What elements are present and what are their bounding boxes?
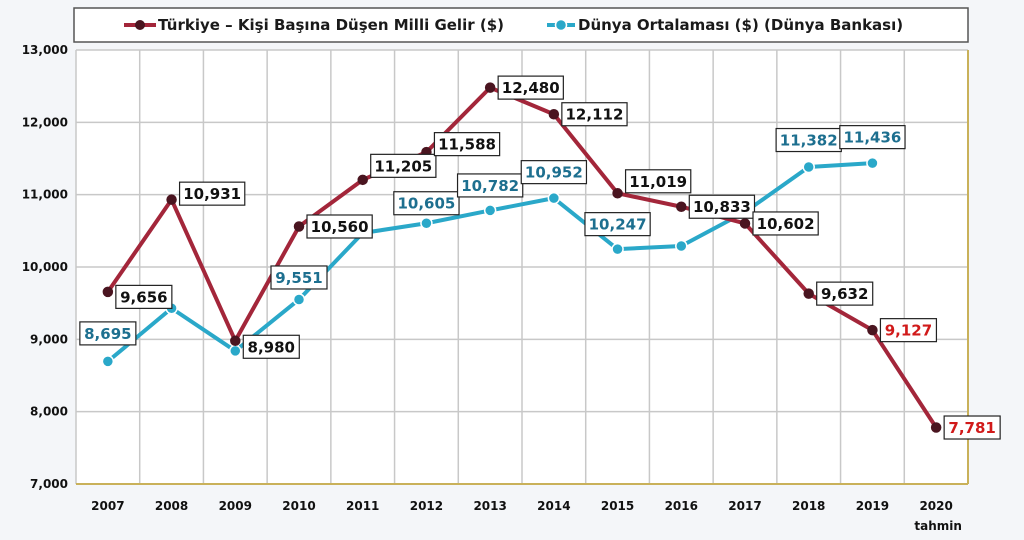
data-label-world: 10,247 bbox=[589, 216, 647, 234]
x-tick-label: 2011 bbox=[346, 499, 379, 513]
y-tick-label: 12,000 bbox=[22, 115, 68, 129]
x-tick-label: 2007 bbox=[91, 499, 124, 513]
x-tick-label: 2016 bbox=[665, 499, 698, 513]
data-label-box-world bbox=[393, 191, 460, 216]
series-line-turkey bbox=[105, 85, 939, 430]
data-label-turkey: 11,205 bbox=[374, 157, 432, 175]
data-label-turkey: 9,656 bbox=[120, 288, 167, 306]
data-label-turkey: 10,931 bbox=[183, 185, 241, 203]
data-label-box-world bbox=[520, 160, 588, 185]
data-label-turkey: 10,602 bbox=[757, 215, 815, 233]
y-tick-label: 9,000 bbox=[30, 332, 68, 346]
x-tick-label: 2008 bbox=[155, 499, 188, 513]
y-tick-label: 11,000 bbox=[22, 188, 68, 202]
legend-label-turkey: Türkiye – Kişi Başına Düşen Milli Gelir … bbox=[158, 16, 504, 34]
data-point-world bbox=[483, 204, 497, 217]
data-label-turkey: 9,127 bbox=[885, 322, 932, 340]
data-label-world: 8,695 bbox=[84, 325, 131, 343]
data-point-turkey bbox=[484, 82, 496, 93]
data-point-turkey bbox=[612, 188, 623, 199]
x-tick-label: 2014 bbox=[537, 499, 570, 513]
data-label-world: 10,952 bbox=[525, 164, 583, 182]
x-tick-label: 2012 bbox=[410, 499, 443, 513]
data-label-turkey: 10,560 bbox=[311, 218, 369, 236]
data-point-world bbox=[229, 344, 242, 358]
data-point-turkey bbox=[230, 335, 241, 347]
y-tick-label: 13,000 bbox=[22, 43, 68, 57]
data-label-box-world bbox=[839, 125, 906, 150]
x-tick-label: 2020 bbox=[919, 499, 952, 513]
data-label-turkey: 11,019 bbox=[629, 173, 687, 191]
data-label-box-world bbox=[79, 321, 137, 346]
data-label-box-turkey bbox=[879, 318, 938, 343]
x-tick-label: 2018 bbox=[792, 499, 825, 513]
data-label-box-turkey bbox=[242, 334, 300, 359]
x-tick-label: 2013 bbox=[473, 499, 506, 513]
data-point-turkey bbox=[867, 324, 878, 336]
data-label-box-turkey bbox=[752, 211, 819, 236]
data-label-world: 11,436 bbox=[843, 129, 901, 147]
y-tick-label: 10,000 bbox=[22, 260, 68, 274]
data-label-turkey: 12,112 bbox=[566, 106, 624, 124]
data-point-turkey bbox=[166, 194, 177, 205]
data-label-box-turkey bbox=[624, 169, 692, 194]
data-label-box-turkey bbox=[306, 214, 373, 239]
data-point-turkey bbox=[102, 286, 114, 298]
x-tick-label: 2010 bbox=[282, 499, 315, 513]
data-label-box-turkey bbox=[370, 153, 437, 178]
legend-marker-world bbox=[554, 18, 568, 32]
data-label-turkey: 12,480 bbox=[502, 79, 560, 97]
data-label-box-world bbox=[456, 173, 524, 198]
data-point-world bbox=[420, 216, 433, 230]
y-tick-label: 8,000 bbox=[30, 405, 68, 419]
data-label-box-turkey bbox=[816, 281, 874, 306]
legend-marker-turkey bbox=[135, 20, 145, 30]
data-point-turkey bbox=[676, 201, 687, 212]
legend-box bbox=[73, 7, 969, 43]
data-point-turkey bbox=[803, 288, 814, 299]
data-label-box-turkey bbox=[433, 132, 501, 157]
data-label-world: 11,382 bbox=[780, 132, 838, 150]
y-tick-label: 7,000 bbox=[30, 477, 68, 491]
data-label-box-turkey bbox=[943, 415, 1001, 440]
data-label-box-world bbox=[584, 212, 651, 237]
x-tick-label: 2019 bbox=[856, 499, 889, 513]
data-label-turkey: 7,781 bbox=[948, 419, 995, 437]
data-label-box-turkey bbox=[178, 181, 246, 206]
data-point-turkey bbox=[548, 108, 560, 120]
data-label-turkey: 9,632 bbox=[821, 285, 868, 303]
data-label-box-turkey bbox=[688, 194, 756, 219]
x-tick-sublabel: tahmin bbox=[914, 519, 962, 533]
data-point-world bbox=[547, 191, 561, 205]
data-label-world: 10,605 bbox=[397, 195, 455, 213]
x-tick-label: 2009 bbox=[219, 499, 252, 513]
data-label-turkey: 8,980 bbox=[248, 338, 295, 356]
data-point-world bbox=[802, 160, 815, 174]
data-label-box-turkey bbox=[497, 75, 564, 100]
data-label-turkey: 10,833 bbox=[693, 198, 751, 216]
data-point-turkey bbox=[357, 174, 368, 186]
data-point-world bbox=[866, 156, 879, 170]
data-label-world: 10,782 bbox=[461, 177, 519, 195]
data-point-world bbox=[611, 242, 624, 256]
x-tick-label: 2017 bbox=[728, 499, 761, 513]
data-point-turkey bbox=[739, 218, 751, 229]
data-label-turkey: 11,588 bbox=[438, 136, 496, 154]
data-point-turkey bbox=[293, 221, 305, 232]
x-tick-label: 2015 bbox=[601, 499, 634, 513]
data-point-turkey bbox=[930, 422, 942, 433]
data-label-world: 9,551 bbox=[275, 269, 322, 287]
data-label-box-world bbox=[270, 265, 328, 290]
data-point-world bbox=[101, 355, 115, 368]
data-label-box-turkey bbox=[561, 102, 628, 127]
data-label-box-turkey bbox=[115, 284, 173, 309]
data-point-world bbox=[292, 293, 306, 306]
legend-label-world: Dünya Ortalaması ($) (Dünya Bankası) bbox=[578, 16, 903, 34]
data-point-world bbox=[675, 239, 688, 253]
